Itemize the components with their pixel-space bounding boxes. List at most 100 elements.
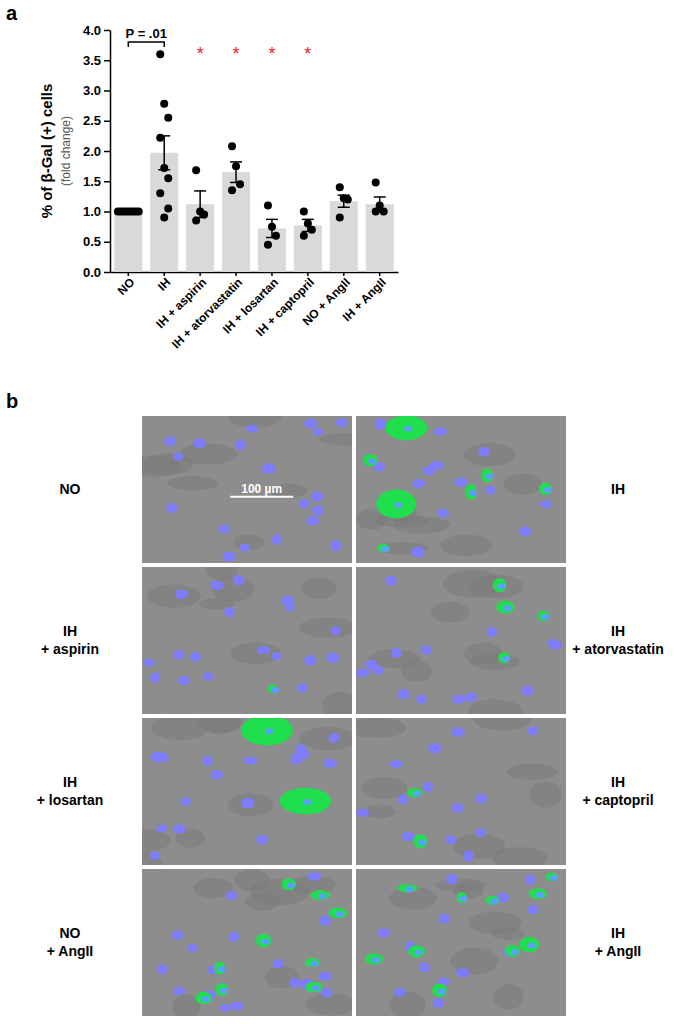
micrograph — [142, 869, 352, 1016]
cell-body — [201, 718, 242, 733]
beta-gal-cell — [268, 685, 279, 694]
panel-condition-label: + AngII — [595, 943, 642, 959]
beta-gal-cell — [539, 483, 552, 495]
data-point — [344, 195, 352, 203]
x-tick: IH + AngII — [340, 272, 389, 324]
data-point — [300, 232, 308, 240]
cell-body — [142, 851, 162, 865]
beta-gal-cell — [520, 937, 539, 953]
cell-body — [142, 829, 171, 851]
nucleus — [543, 487, 551, 493]
panel-condition-label: IH — [611, 925, 625, 941]
cell-body — [322, 692, 352, 714]
annotations: P = .01**** — [126, 26, 312, 64]
nucleus — [287, 882, 295, 888]
y-tick-mark — [104, 272, 110, 274]
bar — [150, 153, 178, 272]
beta-gal-cell — [305, 958, 320, 967]
nucleus — [173, 987, 185, 996]
nucleus — [312, 505, 324, 515]
nucleus — [157, 824, 167, 832]
significance-star: * — [304, 44, 311, 64]
x-tick-mark — [379, 272, 381, 276]
nucleus — [175, 589, 188, 599]
nucleus — [157, 964, 168, 975]
nucleus — [402, 832, 415, 842]
data-point — [228, 142, 236, 150]
panel-condition-label: + aspirin — [41, 641, 99, 657]
nucleus — [460, 895, 468, 901]
panel-condition-label: + losartan — [37, 792, 104, 808]
nucleus — [390, 760, 403, 768]
nucleus — [433, 998, 445, 1008]
data-point — [336, 214, 344, 222]
nucleus — [331, 626, 341, 635]
nucleus — [455, 477, 468, 486]
nucleus — [550, 875, 558, 881]
data-point — [372, 178, 380, 186]
cell-body — [389, 992, 426, 1016]
cell-body — [389, 887, 437, 910]
data-point — [164, 204, 172, 212]
nucleus — [510, 949, 518, 955]
nucleus — [290, 978, 301, 988]
cell-body — [299, 727, 352, 750]
y-tick-label: 4.0 — [83, 23, 101, 38]
nucleus — [547, 639, 559, 649]
beta-gal-cell — [414, 834, 428, 848]
nucleus — [356, 668, 370, 677]
cell-body — [468, 912, 522, 934]
x-tick: IH + captopril — [253, 272, 317, 339]
data-point — [164, 114, 172, 122]
nucleus — [304, 419, 317, 429]
beta-gal-cell — [385, 416, 427, 440]
x-tick: NO — [115, 272, 138, 298]
panel-condition-label: + atorvastatin — [572, 641, 663, 657]
nucleus — [173, 452, 183, 460]
data-point — [272, 232, 280, 240]
nucleus — [422, 466, 435, 475]
y-tick-mark — [104, 151, 110, 153]
nucleus — [150, 672, 160, 682]
nucleus — [394, 988, 406, 997]
nucleus — [446, 874, 458, 884]
nucleus — [313, 428, 324, 436]
cell-body — [245, 892, 279, 910]
nucleus — [265, 728, 273, 734]
nucleus — [303, 799, 311, 805]
nucleus — [218, 966, 226, 972]
cell-body — [504, 474, 543, 495]
y-tick-mark — [104, 30, 110, 32]
y-tick-mark — [104, 121, 110, 123]
micrograph — [142, 567, 352, 714]
cell-body — [167, 476, 218, 490]
nucleus — [318, 972, 331, 981]
data-point — [156, 50, 164, 58]
nucleus — [485, 473, 493, 479]
data-point — [160, 214, 168, 222]
bar — [294, 225, 322, 272]
nucleus — [235, 439, 246, 450]
y-axis: 0.00.51.01.52.02.53.03.54.0 — [83, 23, 111, 280]
x-axis: NOIHIH + aspirinIH + atorvastatinIH + lo… — [111, 272, 399, 351]
beta-gal-cell — [280, 788, 331, 815]
beta-gal-cell — [498, 652, 510, 663]
y-tick-mark — [104, 181, 110, 183]
nucleus — [297, 683, 307, 693]
beta-gal-cell — [365, 953, 383, 964]
nucleus — [465, 693, 477, 703]
y-axis-title: % of β-Gal (+) cells — [38, 84, 55, 219]
y-tick: 0.5 — [83, 234, 110, 249]
y-tick-label: 3.0 — [83, 83, 101, 98]
y-tick-label: 2.5 — [83, 113, 101, 128]
cell-body — [507, 764, 558, 780]
micrograph — [142, 416, 352, 563]
nucleus — [536, 892, 544, 898]
data-point — [380, 208, 388, 216]
y-tick: 0.0 — [83, 265, 110, 280]
panel-condition-label: NO — [60, 925, 81, 941]
y-tick-label: 2.0 — [83, 144, 101, 159]
x-tick-mark — [271, 272, 273, 276]
nucleus — [527, 905, 538, 914]
nucleus — [336, 418, 348, 427]
